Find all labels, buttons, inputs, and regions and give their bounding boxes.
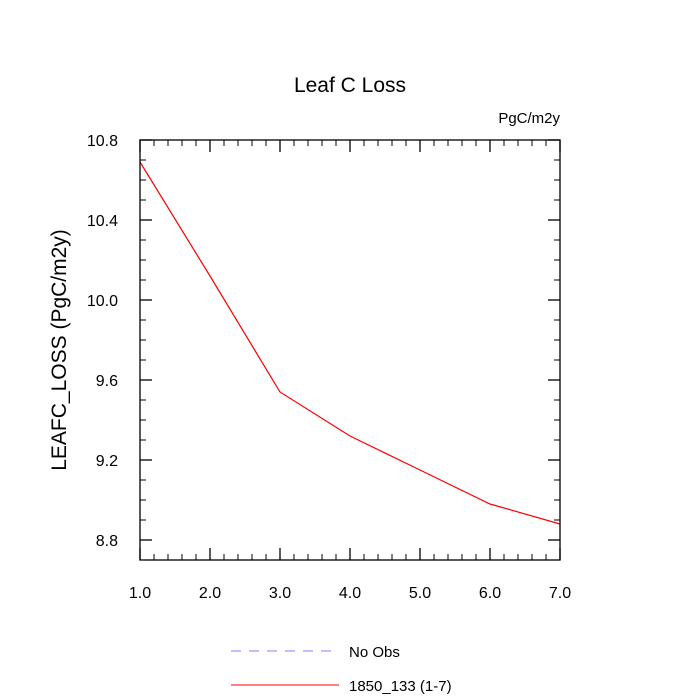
legend-label: 1850_133 (1-7)	[349, 678, 452, 695]
legend-label: No Obs	[349, 644, 400, 661]
x-tick-labels: 1.0 2.0 3.0 4.0 5.0 6.0 7.0	[129, 585, 571, 602]
y-tick-label: 10.0	[87, 293, 118, 310]
y-tick-label: 8.8	[96, 533, 118, 550]
chart-title: Leaf C Loss	[294, 74, 406, 97]
x-tick-label: 6.0	[479, 585, 501, 602]
axis-ticks	[139, 139, 561, 561]
x-tick-label: 5.0	[409, 585, 431, 602]
y-tick-label: 9.6	[96, 373, 118, 390]
series-line	[139, 161, 561, 525]
x-tick-label: 4.0	[339, 585, 361, 602]
x-tick-label: 3.0	[269, 585, 291, 602]
y-axis-label: LEAFC_LOSS (PgC/m2y)	[48, 229, 71, 471]
plot-frame	[139, 139, 561, 561]
y-tick-label: 10.8	[87, 133, 118, 150]
series-layer	[139, 161, 561, 525]
units-label: PgC/m2y	[498, 110, 560, 127]
x-tick-label: 1.0	[129, 585, 151, 602]
legend: No Obs 1850_133 (1-7)	[231, 644, 452, 695]
x-tick-label: 2.0	[199, 585, 221, 602]
x-tick-label: 7.0	[549, 585, 571, 602]
y-tick-label: 9.2	[96, 453, 118, 470]
y-tick-labels: 8.8 9.2 9.6 10.0 10.4 10.8	[87, 133, 118, 550]
y-tick-label: 10.4	[87, 213, 118, 230]
